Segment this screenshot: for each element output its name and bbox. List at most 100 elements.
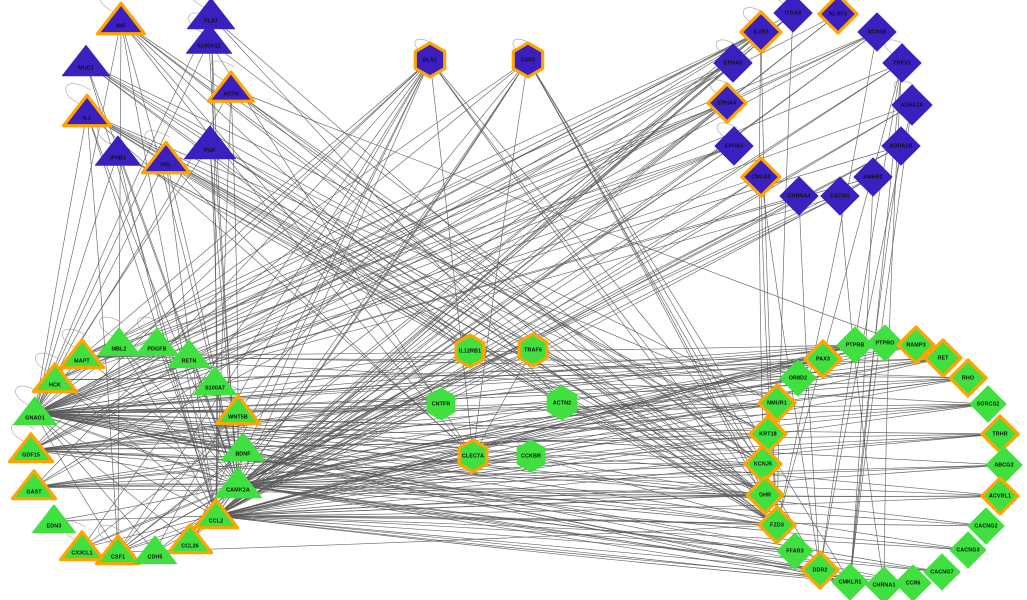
graph-node-acvrl1[interactable]: ACVRL1: [980, 476, 1020, 516]
graph-node-muc1[interactable]: MUC1: [61, 44, 111, 77]
graph-node-artn[interactable]: ARTN: [206, 70, 256, 103]
graph-node-gnao1[interactable]: GNAO1: [12, 396, 58, 426]
graph-node-il2[interactable]: IL2: [61, 93, 113, 128]
graph-node-bdnf[interactable]: BDNF: [220, 432, 266, 462]
graph-node-trpv1[interactable]: TRPV1: [882, 43, 922, 83]
graph-edge: [237, 62, 903, 486]
graph-node-pdgfb[interactable]: PDGFB: [134, 327, 180, 357]
graph-edge: [34, 355, 190, 414]
graph-node-actn2[interactable]: ACTN2: [546, 385, 578, 421]
graph-node-edn3[interactable]: EDN3: [31, 504, 77, 534]
graph-node-chrna4[interactable]: CHRNA4: [779, 176, 819, 216]
graph-node-s100a7[interactable]: S100A7: [192, 366, 238, 396]
graph-node-ptpro[interactable]: PTPRO: [866, 324, 904, 362]
graph-edge: [237, 59, 431, 486]
graph-node-gast[interactable]: GAST: [10, 469, 58, 501]
graph-edge: [33, 464, 1005, 488]
graph-node-scn3b[interactable]: SCN3B: [857, 12, 897, 52]
graph-node-adra1a[interactable]: ADRA1A: [891, 84, 933, 126]
graph-node-adra1b[interactable]: ADRA1B: [881, 126, 921, 166]
graph-edge: [30, 449, 778, 526]
graph-node-traf6[interactable]: TRAF6: [517, 332, 549, 368]
graph-node-ramp3[interactable]: RAMP3: [896, 325, 936, 365]
graph-node-ifnb1[interactable]: IFNB1: [94, 135, 142, 166]
graph-node-csf1[interactable]: CSF1: [94, 534, 142, 566]
graph-node-mif[interactable]: MIF: [95, 1, 147, 36]
graph-node-cx3cl1[interactable]: CX3CL1: [58, 530, 106, 562]
self-loop-edge: [210, 60, 235, 84]
graph-node-cnga3[interactable]: CNGA3: [740, 156, 782, 198]
graph-node-itga8[interactable]: ITGA8: [773, 0, 813, 33]
graph-node-ptprb[interactable]: PTPRB: [836, 326, 874, 364]
graph-node-epha5[interactable]: EPHA5: [713, 43, 753, 83]
graph-node-ccl26[interactable]: CCL26: [166, 523, 214, 555]
graph-node-ddr2[interactable]: DDR2: [800, 550, 840, 590]
graph-node-clec7a[interactable]: CLEC7A: [457, 438, 489, 474]
graph-edge: [118, 343, 239, 486]
graph-node-nmur1[interactable]: NMUR1: [757, 383, 797, 423]
graph-node-camk2a[interactable]: CAMK2A: [213, 466, 263, 499]
graph-edge: [34, 59, 529, 414]
graph-node-pgf[interactable]: PGF: [184, 125, 236, 160]
graph-edge: [30, 342, 886, 451]
graph-node-bls1[interactable]: BLS1: [413, 41, 447, 79]
graph-node-cacng7[interactable]: CACNG7: [923, 553, 961, 591]
graph-edge: [230, 88, 778, 526]
graph-edge: [215, 195, 800, 517]
graph-node-epha4[interactable]: EPHA4: [706, 82, 748, 124]
graph-node-ret[interactable]: RET: [923, 338, 963, 378]
graph-node-or8d2[interactable]: OR8D2: [779, 359, 817, 397]
graph-edge: [33, 483, 239, 488]
graph-edge: [34, 412, 244, 450]
graph-node-amhr2[interactable]: AMHR2: [853, 157, 893, 197]
graph-edge: [34, 412, 217, 517]
graph-node-pax3[interactable]: PAX3: [803, 339, 843, 379]
graph-node-ccr6[interactable]: CCR6: [894, 564, 932, 600]
graph-edge: [33, 377, 969, 488]
graph-edge: [34, 412, 156, 553]
graph-node-il12rb1[interactable]: IL12RB1: [454, 333, 486, 369]
graph-edge: [30, 449, 1001, 497]
graph-node-cckbr[interactable]: CCKBR: [516, 439, 546, 473]
graph-node-sorcs2[interactable]: SORCS2: [969, 385, 1007, 423]
self-loop-edge: [65, 83, 91, 108]
graph-node-gdf15[interactable]: GDF15: [7, 432, 55, 464]
graph-node-klrf2[interactable]: KLRF2: [817, 0, 859, 35]
graph-edge: [30, 62, 734, 451]
graph-node-abcg2[interactable]: ABCG2: [985, 446, 1023, 484]
graph-node-ffar3[interactable]: FFAR3: [776, 532, 814, 570]
graph-edge: [215, 515, 885, 586]
graph-node-cacng[interactable]: CACNG: [820, 176, 860, 216]
graph-node-retn[interactable]: RETN: [166, 339, 212, 369]
graph-node-plat[interactable]: PLAT: [186, 0, 236, 30]
graph-edge: [30, 59, 431, 451]
graph-edge: [34, 412, 119, 553]
graph-node-ccl2[interactable]: CCL2: [192, 498, 240, 530]
graph-node-il1r2[interactable]: IL1R2: [739, 10, 783, 54]
graph-node-hck[interactable]: HCK: [31, 362, 79, 394]
graph-node-prl[interactable]: PRL: [140, 140, 192, 175]
graph-edge: [215, 433, 769, 517]
self-loop-edge: [98, 524, 122, 547]
graph-node-mbl2[interactable]: MBL2: [96, 327, 142, 357]
graph-node-cntfr[interactable]: CNTFR: [426, 387, 456, 421]
graph-node-rho[interactable]: RHO: [948, 358, 988, 398]
graph-node-fzd3[interactable]: FZD3: [757, 505, 797, 545]
graph-node-epha3[interactable]: EPHA3: [714, 126, 754, 166]
graph-edge: [237, 377, 799, 486]
graph-edge: [156, 343, 239, 486]
graph-edge: [849, 145, 902, 583]
graph-node-wnt5b[interactable]: WNT5B: [214, 394, 262, 426]
graph-node-ghr[interactable]: GHR: [745, 475, 785, 515]
graph-node-chrna1[interactable]: CHRNA1: [865, 566, 903, 600]
graph-node-mapt[interactable]: MAPT: [58, 338, 106, 370]
graph-node-cacng3[interactable]: CACNG3: [949, 531, 987, 569]
graph-node-cacng2[interactable]: CACNG2: [967, 507, 1005, 545]
graph-node-cdh5[interactable]: CDH5: [132, 535, 178, 565]
graph-node-esr2[interactable]: ESR2: [511, 41, 545, 79]
graph-node-cmklr1[interactable]: CMKLR1: [831, 563, 869, 600]
graph-node-s100a12[interactable]: S100A12: [185, 23, 233, 54]
graph-edge: [215, 31, 762, 517]
